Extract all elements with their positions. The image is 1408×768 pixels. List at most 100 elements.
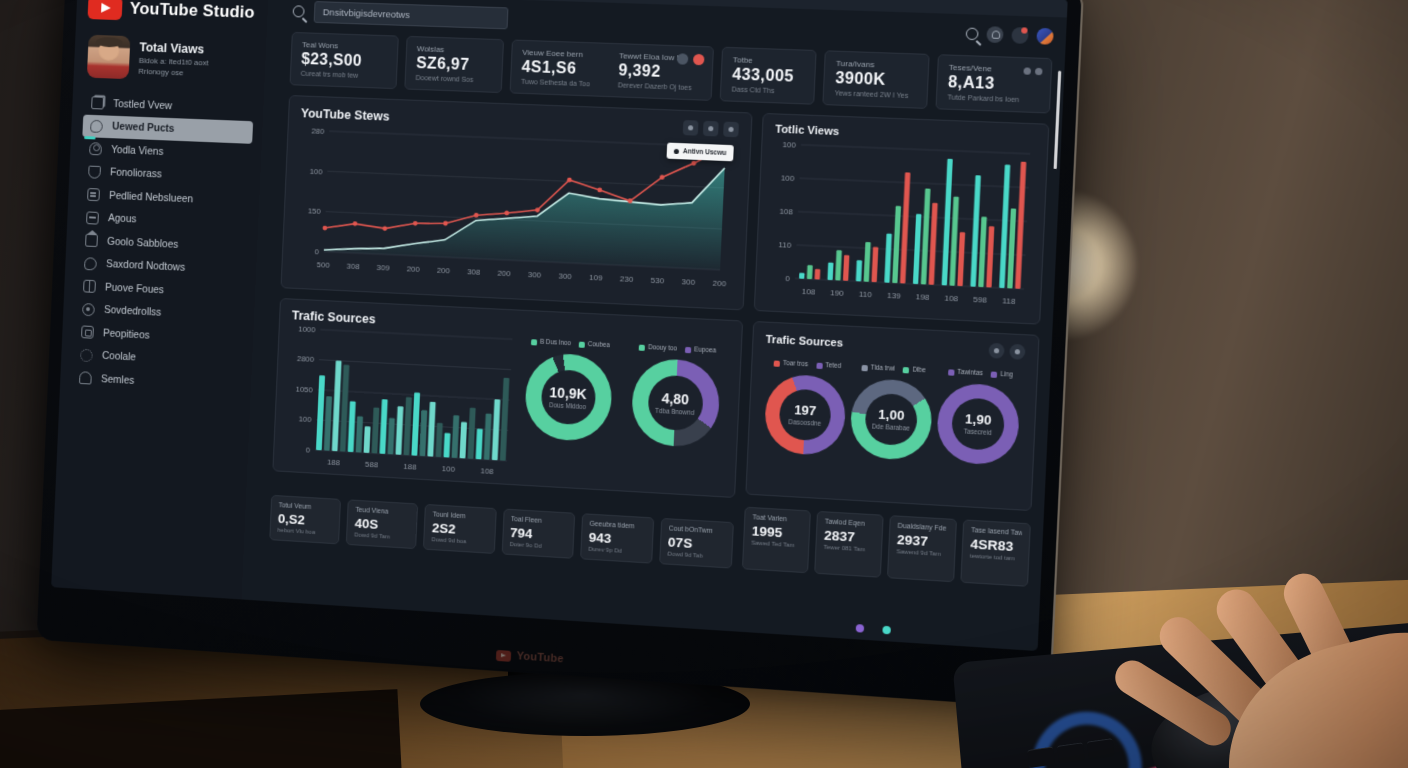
legend-label: Tlda trwi: [870, 364, 896, 373]
search-input[interactable]: [313, 1, 509, 30]
monitor: YouTube Studio Total Viaws Bldok a: Ited…: [36, 0, 1084, 709]
trafic-sources-donuts-panel: Trafic Sources Toar tros Teted 197 Dasoosdn…: [745, 320, 1040, 512]
svg-text:188: 188: [403, 462, 417, 472]
stat-card[interactable]: Geeubra tidem 943 Durev 9p Dd: [579, 513, 655, 564]
stat-value: 2S2: [431, 520, 457, 537]
donut-legend: Doouy too Eupoea: [638, 344, 716, 355]
svg-text:139: 139: [887, 291, 901, 301]
stat-card[interactable]: Tounl Idem 2S2 Dowd 9d boa: [423, 503, 497, 554]
svg-text:300: 300: [558, 271, 572, 281]
svg-text:100: 100: [309, 167, 323, 177]
stat-card[interactable]: Toat Varlen 1995 Sawed Ted Tam: [741, 506, 811, 574]
sidebar-item-label: Tostled Vvew: [112, 97, 173, 112]
stat-card[interactable]: Wolslas SZ6,97 Dooewt rownd Sos: [404, 35, 505, 94]
stat-card[interactable]: Dualdslany Fde 2937 Sawend 9d Tam: [886, 515, 958, 583]
stat-title: Vieuw Eoee bern: [522, 47, 584, 59]
stat-card[interactable]: Tase lasend Tawe 4SR83 tewtorte tod tam: [960, 519, 1031, 587]
ic-card-icon: [86, 211, 99, 225]
svg-text:190: 190: [830, 288, 845, 298]
stat-subtitle: Tewer 081 Tam: [823, 544, 866, 554]
ic-badge-icon: [82, 302, 95, 317]
donut-card: B Dus Inoo Coubea 10,9K Dous Mlddoo: [516, 334, 621, 443]
legend-label: Toar tros: [782, 359, 809, 369]
trafic-sources-panel: Trafic Sources 1000 2800 1050 100 0 188 588 188…: [272, 297, 744, 499]
ic-user-icon: [79, 371, 92, 385]
sidebar: YouTube Studio Total Viaws Bldok a: Ited…: [51, 0, 269, 600]
svg-text:110: 110: [778, 240, 792, 250]
stat-card[interactable]: Teal Wons $23,S00 Cureat trs mob tew: [289, 31, 399, 90]
stat-card[interactable]: Teses/Vene 8,A13 Tutde Parkard bs Ioen: [935, 54, 1053, 114]
stat-card[interactable]: Tura/Ivans 3900K Yews ranteed 2W I Yes: [822, 50, 930, 109]
sidebar-item-label: Peopitieos: [102, 327, 150, 342]
stat-card[interactable]: Teud Viena 40S Dowd 9d Tam: [345, 499, 419, 550]
svg-text:100: 100: [442, 464, 456, 474]
stat-subtitle: Derever Dazerb Oj toes: [617, 82, 692, 93]
stat-value: SZ6,97: [415, 55, 470, 74]
stat-title: Toat Varlen: [752, 514, 788, 524]
chart-action-button[interactable]: [988, 342, 1005, 359]
hand: [1108, 560, 1408, 768]
sidebar-item-label: Sovdedrollss: [103, 304, 162, 319]
legend-swatch-icon: [815, 362, 823, 369]
legend-swatch-icon: [638, 344, 646, 351]
stat-card[interactable]: Totbe 433,005 Dass Ctd Ths: [719, 46, 818, 105]
donuts-row: Toar tros Teted 197 Dasoosdne Tlda trwi Dlbe…: [761, 355, 1025, 467]
chart-action-button[interactable]: [723, 121, 739, 138]
sidebar-item-label: Puove Foues: [104, 281, 165, 296]
ic-person-icon: [89, 142, 102, 156]
svg-text:108: 108: [944, 293, 959, 303]
donut-legend: Tlda trwi Dlbe: [861, 364, 926, 374]
sidebar-item-label: Agous: [107, 212, 137, 226]
svg-text:0: 0: [306, 445, 311, 454]
stat-value: 794: [509, 524, 533, 542]
svg-text:0: 0: [314, 247, 319, 256]
chart-action-button[interactable]: [1009, 343, 1026, 360]
donut-card: Tawintas Ling 1,90 Tasecreid: [933, 364, 1025, 467]
svg-text:530: 530: [650, 276, 664, 286]
stat-title: Dualdslany Fde: [897, 522, 947, 533]
profile-avatar[interactable]: [1036, 27, 1054, 45]
tooltip-label: Antivn Uscwu: [682, 147, 727, 157]
stat-value: $23,S00: [300, 51, 363, 71]
chart-action-button[interactable]: [682, 120, 699, 136]
stat-subtitle: Yews ranteed 2W I Yes: [834, 90, 909, 101]
stat-subtitle: Sawed Ted Tam: [751, 540, 795, 550]
donut-value: 4,80: [661, 389, 690, 408]
youtube-logo-icon: [87, 0, 123, 21]
stat-card[interactable]: Cout bOnTwm 07S Dowd 9d Tab: [659, 517, 734, 569]
svg-text:309: 309: [376, 263, 389, 273]
gray-circle-icon: [677, 53, 689, 65]
search-icon[interactable]: [965, 27, 979, 41]
stat-card[interactable]: Totul Veum 0,S2 hebort Vlu boa: [269, 494, 342, 545]
notifications-button[interactable]: [1011, 26, 1029, 44]
stat-subtitle: Dowd 9d Tam: [354, 532, 390, 541]
legend-swatch-icon: [530, 338, 538, 345]
svg-text:308: 308: [346, 261, 360, 271]
brand[interactable]: YouTube Studio: [87, 0, 259, 25]
ic-doc-icon: [87, 188, 100, 202]
stat-subtitle: Durev 9p Dd: [588, 546, 623, 555]
ic-home-icon: [85, 234, 98, 248]
stat-title: Totbe: [732, 55, 753, 65]
legend-swatch-icon: [578, 341, 585, 348]
stat-card-wide[interactable]: Vieuw Eoee bern 4S1,S6 Tuwo Sethesta da To…: [509, 39, 715, 101]
donut-legend: Tawintas Ling: [947, 368, 1013, 379]
stat-value: 2937: [896, 531, 929, 549]
tooltip-dot-icon: [673, 148, 680, 154]
stat-subtitle: Dowd 9d Tab: [667, 551, 703, 560]
svg-text:588: 588: [365, 460, 379, 470]
stat-card[interactable]: Tawlod Eqen 2837 Tewer 081 Tam: [814, 510, 884, 578]
donut-value: 197: [793, 402, 817, 419]
bell-icon[interactable]: [986, 26, 1004, 44]
chart-action-button[interactable]: [702, 120, 719, 137]
ic-grid-icon: [83, 279, 96, 294]
profile-card[interactable]: Total Viaws Bldok a: Ited1t0 aoxt Rriono…: [86, 34, 257, 84]
donut-label: Dous Mlddoo: [548, 401, 587, 411]
stat-subtitle: Dooewt rownd Sos: [415, 74, 474, 85]
stat-value: 433,005: [731, 66, 795, 86]
svg-text:110: 110: [859, 289, 873, 299]
stat-card[interactable]: Toal Fleen 794 Doter 9o Dd: [501, 508, 575, 559]
svg-text:109: 109: [589, 273, 603, 283]
topbar-icons: [965, 25, 1054, 45]
stat-subtitle: Dowd 9d boa: [431, 537, 467, 546]
